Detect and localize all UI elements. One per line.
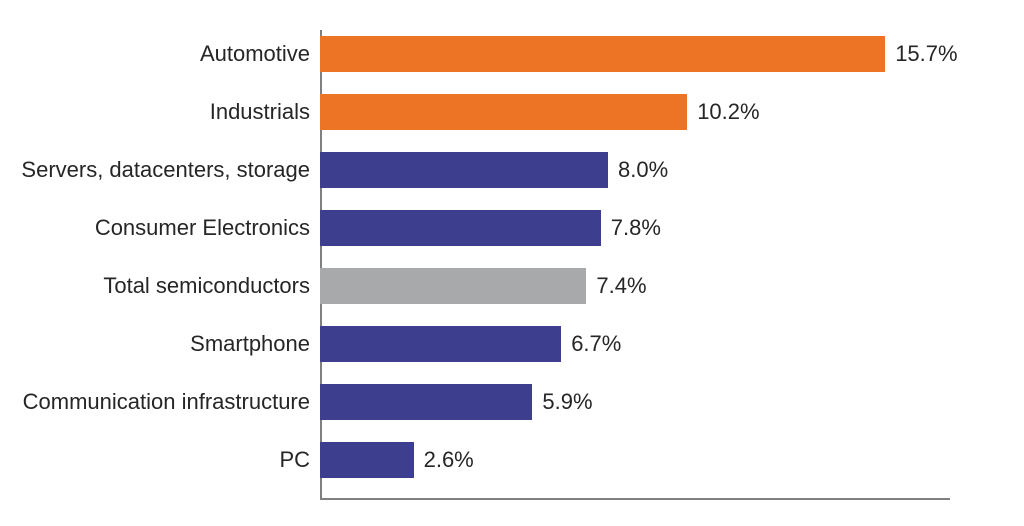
- value-label: 7.4%: [586, 273, 646, 299]
- bar-row: Automotive15.7%: [320, 36, 950, 72]
- bar: [320, 268, 586, 304]
- value-label: 10.2%: [687, 99, 759, 125]
- bar: [320, 326, 561, 362]
- category-label: Communication infrastructure: [23, 389, 320, 415]
- category-label: Total semiconductors: [103, 273, 320, 299]
- bar-row: PC2.6%: [320, 442, 950, 478]
- value-label: 5.9%: [532, 389, 592, 415]
- plot-area: Automotive15.7% Industrials10.2% Servers, …: [320, 30, 950, 500]
- bar: [320, 210, 601, 246]
- bar-row: Communication infrastructure5.9%: [320, 384, 950, 420]
- value-label: 2.6%: [414, 447, 474, 473]
- bar: [320, 442, 414, 478]
- category-label: Consumer Electronics: [95, 215, 320, 241]
- value-label: 8.0%: [608, 157, 668, 183]
- bar: [320, 152, 608, 188]
- category-label: Smartphone: [190, 331, 320, 357]
- category-label: Automotive: [200, 41, 320, 67]
- category-label: Servers, datacenters, storage: [21, 157, 320, 183]
- bar-row: Total semiconductors7.4%: [320, 268, 950, 304]
- x-axis-line: [320, 498, 950, 500]
- bar-row: Smartphone6.7%: [320, 326, 950, 362]
- value-label: 7.8%: [601, 215, 661, 241]
- bar-row: Industrials10.2%: [320, 94, 950, 130]
- category-label: Industrials: [210, 99, 320, 125]
- bar: [320, 94, 687, 130]
- bar-row: Consumer Electronics7.8%: [320, 210, 950, 246]
- value-label: 6.7%: [561, 331, 621, 357]
- bar: [320, 384, 532, 420]
- semiconductor-growth-chart: Automotive15.7%Industrials10.2%Servers, …: [0, 0, 1024, 526]
- bar: [320, 36, 885, 72]
- bar-row: Servers, datacenters, storage8.0%: [320, 152, 950, 188]
- value-label: 15.7%: [885, 41, 957, 67]
- category-label: PC: [279, 447, 320, 473]
